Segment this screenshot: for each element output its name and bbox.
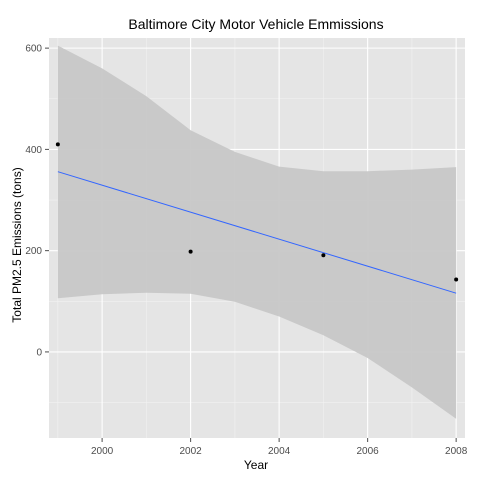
y-tick-label: 600 bbox=[25, 44, 42, 55]
y-axis-ticks: 0 200 400 600 bbox=[25, 44, 49, 358]
y-tick-label: 400 bbox=[25, 145, 42, 156]
data-points bbox=[55, 142, 459, 282]
y-tick-label: 200 bbox=[25, 246, 42, 257]
x-axis-title: Year bbox=[244, 458, 268, 472]
x-tick-label: 2008 bbox=[445, 446, 468, 457]
x-axis-ticks: 2000 2002 2004 2006 2008 bbox=[91, 438, 468, 457]
regression-line bbox=[57, 171, 457, 294]
y-axis-title: Total PM2.5 Emissions (tons) bbox=[10, 167, 24, 322]
x-tick-label: 2006 bbox=[357, 446, 380, 457]
x-tick-label: 2004 bbox=[268, 446, 291, 457]
x-tick-label: 2002 bbox=[179, 446, 202, 457]
data-point bbox=[188, 249, 193, 254]
data-point bbox=[55, 142, 60, 147]
y-tick-label: 0 bbox=[36, 347, 42, 358]
data-point bbox=[454, 277, 459, 282]
data-point bbox=[321, 253, 326, 258]
chart-title: Baltimore City Motor Vehicle Emmissions bbox=[128, 16, 383, 32]
x-tick-label: 2000 bbox=[91, 446, 114, 457]
